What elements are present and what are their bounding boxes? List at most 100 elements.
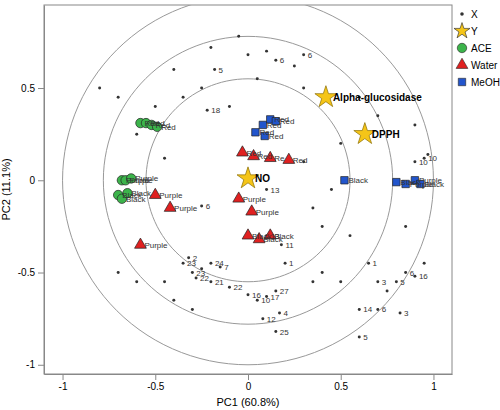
point-label: 22 — [233, 283, 242, 292]
point — [261, 317, 264, 320]
point-label: 6 — [382, 305, 387, 314]
point-label: Red — [293, 156, 308, 165]
point-label: 16 — [419, 272, 428, 281]
x-tick-label: -0.5 — [147, 381, 165, 392]
point — [237, 35, 240, 38]
point — [302, 87, 305, 90]
point-label: 11 — [285, 241, 294, 250]
point — [117, 96, 120, 99]
point-label: 10 — [419, 158, 428, 167]
point-label: 1 — [289, 259, 294, 268]
point — [247, 53, 250, 56]
x-tick: -1 — [59, 374, 68, 392]
point — [265, 50, 268, 53]
point-label: 21 — [215, 278, 224, 287]
x-tick: 0 — [246, 374, 252, 392]
point — [209, 262, 212, 265]
x-tick-label: 0.5 — [334, 381, 348, 392]
point-label: Purple — [256, 208, 280, 217]
point-label: 27 — [280, 287, 289, 296]
point — [209, 46, 212, 49]
point-label: 1 — [373, 259, 378, 268]
legend-label: Water — [471, 60, 498, 71]
point-label: 18 — [211, 106, 220, 115]
point — [154, 105, 157, 108]
x-tick-label: -1 — [59, 381, 68, 392]
y-axis-title: PC2 (11.1%) — [0, 158, 12, 220]
legend-label: Y — [471, 26, 478, 37]
point — [182, 96, 185, 99]
point — [247, 293, 250, 296]
point-label: 6 — [308, 51, 313, 60]
chart: -1 -0.5 0 0.5 1 -1 -0.5 0 0.5 PC1 (60.8%) PC2 (11.… — [0, 0, 500, 410]
point — [423, 262, 426, 265]
y-tick-label: -1 — [26, 359, 35, 370]
point-labels: 5661810102322322247212216101727124251311… — [122, 51, 445, 342]
point — [228, 105, 231, 108]
point — [228, 286, 231, 289]
x-tick-mark — [248, 374, 249, 380]
point-label: 7 — [224, 263, 229, 272]
point-label: Black — [274, 232, 295, 241]
point — [311, 206, 314, 209]
point-label: Purple — [135, 174, 159, 183]
point — [252, 129, 259, 136]
point-label: Alpha-glucosidase — [333, 92, 422, 103]
point-label: 6 — [206, 202, 211, 211]
point-label: 3 — [382, 278, 387, 287]
point-label: 25 — [280, 328, 289, 337]
point — [265, 188, 268, 191]
point — [399, 312, 402, 315]
point — [278, 312, 281, 315]
y-tick: -0.5 — [18, 267, 44, 278]
point — [376, 114, 379, 117]
point — [367, 262, 370, 265]
point — [200, 205, 203, 208]
point — [413, 123, 416, 126]
legend-symbol — [460, 12, 464, 16]
point-label: Red — [269, 132, 284, 141]
point-label: 6 — [280, 56, 285, 65]
point — [339, 142, 342, 145]
point — [330, 188, 333, 191]
point — [404, 225, 407, 228]
point — [98, 87, 101, 90]
point-label: 17 — [271, 293, 280, 302]
x-axis-title: PC1 (60.8%) — [217, 396, 280, 408]
point-label: Red — [280, 117, 295, 126]
point — [404, 271, 407, 274]
point-label: Black — [131, 189, 152, 198]
point — [376, 308, 379, 311]
y-tick-mark — [38, 273, 44, 274]
y-tick-mark — [38, 88, 44, 89]
y-tick-label: -0.5 — [18, 267, 36, 278]
reference-circle — [103, 36, 392, 324]
point — [386, 289, 389, 292]
y-tick: 0.5 — [21, 83, 44, 94]
point-label: 2 — [193, 254, 198, 263]
legend-label: X — [471, 9, 478, 20]
point — [293, 64, 296, 67]
legend-symbol — [454, 23, 470, 38]
point-label: 6 — [410, 269, 415, 278]
point-label: 10 — [428, 154, 437, 163]
legend-symbol — [458, 78, 465, 85]
point-label: 24 — [215, 259, 224, 268]
y-tick-mark — [38, 180, 44, 181]
point — [172, 68, 175, 71]
legend-label: ACE — [471, 43, 492, 54]
point-label: 5 — [400, 278, 405, 287]
point-label: 3 — [404, 309, 409, 318]
point-label: 22 — [200, 274, 209, 283]
y-axis-line — [44, 6, 45, 375]
point-label: 13 — [271, 186, 280, 195]
x-tick-label: 0 — [246, 381, 252, 392]
point — [284, 262, 287, 265]
point — [321, 225, 324, 228]
point — [172, 299, 175, 302]
point-label: 5 — [219, 66, 224, 75]
x-axis: -1-0.500.51 — [45, 374, 453, 392]
point — [117, 271, 120, 274]
point — [358, 308, 361, 311]
y-tick-label: 0 — [29, 175, 35, 186]
